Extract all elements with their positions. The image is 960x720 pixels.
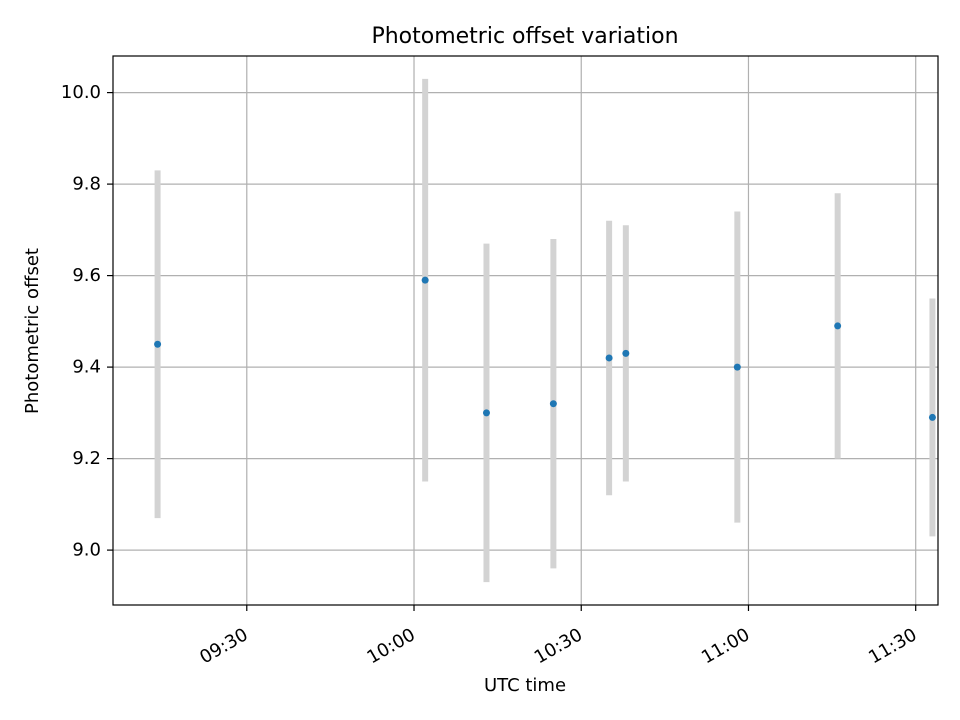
x-tick-label: 11:30 (865, 624, 920, 668)
data-point (154, 340, 162, 348)
chart-title: Photometric offset variation (371, 24, 678, 49)
y-tick-label: 9.8 (72, 174, 101, 195)
data-point (928, 413, 936, 421)
data-point (605, 354, 613, 362)
error-bars (154, 78, 936, 583)
y-tick-label: 9.0 (72, 540, 101, 561)
data-point (622, 349, 630, 357)
data-points (154, 276, 936, 421)
data-point (421, 276, 429, 284)
x-tick-label: 09:30 (196, 624, 251, 668)
data-point (482, 409, 490, 417)
grid (113, 56, 938, 605)
data-point (834, 322, 842, 330)
data-point (549, 400, 557, 408)
x-tick-label: 10:30 (531, 624, 586, 668)
y-tick-label: 10.0 (61, 82, 101, 103)
data-point (733, 363, 741, 371)
y-tick-label: 9.6 (72, 265, 101, 286)
plot-area-frame (112, 55, 939, 606)
x-tick-label: 11:00 (698, 624, 753, 668)
x-tick-label: 10:00 (363, 624, 418, 668)
x-axis-label: UTC time (484, 675, 566, 696)
ticks: 09:30 10:00 10:30 11:00 11:30 9.0 9.2 9.4 9.6 9.8… (61, 82, 921, 668)
y-tick-label: 9.2 (72, 448, 101, 469)
y-tick-label: 9.4 (72, 357, 101, 378)
y-axis-label: Photometric offset (22, 248, 43, 414)
